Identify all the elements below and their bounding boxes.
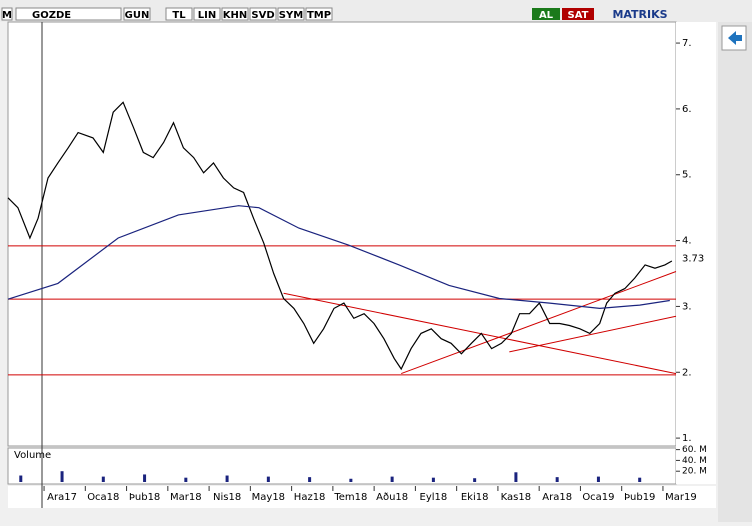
series-line [7, 205, 670, 310]
volume-tick-label: 40. M [682, 456, 707, 466]
buy-button[interactable] [532, 8, 560, 20]
x-tick-label: Eyl18 [420, 492, 448, 503]
x-tick-label: Þub19 [624, 492, 655, 503]
y-tick-label: 1. [682, 433, 692, 444]
volume-bar [308, 477, 312, 482]
symbol-box[interactable] [15, 7, 122, 21]
x-tick-label: Nis18 [213, 492, 241, 503]
volume-bar [143, 474, 147, 482]
toolbar-button-label: TL [172, 10, 186, 21]
x-tick-label: May18 [252, 492, 285, 503]
sell-label: SAT [568, 10, 589, 21]
y-tick-label: 3. [682, 301, 692, 312]
last-value-label: 3.73 [682, 253, 704, 264]
volume-bar [225, 475, 229, 482]
volume-bar [349, 478, 353, 482]
side-panel [718, 22, 752, 522]
arrow-icon [728, 31, 742, 45]
toolbar-button[interactable] [305, 7, 333, 21]
toolbar-button[interactable] [221, 7, 249, 21]
toolbar-button-label: SVD [251, 10, 274, 21]
toolbar-button-label: KHN [223, 10, 248, 21]
y-tick-label: 7. [682, 38, 692, 49]
volume-tick-label: 60. M [682, 445, 707, 455]
x-tick-label: Mar18 [170, 492, 202, 503]
toolbar-button-label: LIN [198, 10, 216, 21]
x-tick-label: Ara18 [542, 492, 572, 503]
y-tick-label: 6. [682, 104, 692, 115]
volume-bar [19, 475, 23, 482]
x-tick-label: Ara17 [47, 492, 77, 503]
volume-bar [431, 477, 435, 482]
axis-area [676, 22, 716, 484]
x-tick-label: Oca18 [87, 492, 119, 503]
volume-bar [596, 476, 600, 482]
x-tick-label: Mar19 [665, 492, 697, 503]
toolbar-button-label: TMP [307, 10, 331, 21]
y-tick-label: 2. [682, 367, 692, 378]
m-label: M [2, 10, 12, 21]
toolbar-button[interactable] [277, 7, 305, 21]
x-tick-label: Þub18 [129, 492, 160, 503]
volume-label: Volume [14, 450, 51, 461]
volume-bar [555, 477, 559, 482]
x-tick-label: Eki18 [461, 492, 489, 503]
x-tick-label: Oca19 [582, 492, 614, 503]
volume-bar [101, 476, 105, 482]
trend-line [283, 292, 677, 375]
buy-label: AL [539, 10, 554, 21]
sell-button[interactable] [562, 8, 594, 20]
toolbar-button[interactable] [123, 7, 151, 21]
volume-tick-label: 20. M [682, 467, 707, 477]
x-tick-label: Kas18 [501, 492, 531, 503]
y-tick-label: 5. [682, 170, 692, 181]
x-tick-label: Tem18 [333, 492, 367, 503]
toolbar-button[interactable] [249, 7, 277, 21]
x-axis-area [8, 486, 716, 508]
volume-bar [390, 476, 394, 482]
m-button[interactable] [1, 7, 13, 21]
volume-bar [184, 477, 188, 482]
trend-line [401, 271, 677, 375]
toolbar-button[interactable] [193, 7, 221, 21]
volume-bar [473, 478, 477, 482]
toolbar-button-label: GUN [125, 10, 150, 21]
x-tick-label: Aðu18 [376, 492, 408, 503]
volume-bar [638, 477, 642, 482]
plot-area [7, 21, 677, 447]
trend-line [509, 315, 677, 353]
toolbar-button[interactable] [165, 7, 193, 21]
toolbar-button-label: SYM [279, 10, 303, 21]
series-line [7, 101, 673, 371]
brand: MATRIKS [612, 8, 667, 21]
volume-bar [60, 471, 64, 482]
volume-area [7, 447, 677, 485]
y-tick-label: 4. [682, 236, 692, 247]
symbol: GOZDE [32, 10, 71, 21]
x-tick-label: Haz18 [294, 492, 326, 503]
volume-bar [266, 476, 270, 482]
volume-bar [514, 472, 518, 482]
